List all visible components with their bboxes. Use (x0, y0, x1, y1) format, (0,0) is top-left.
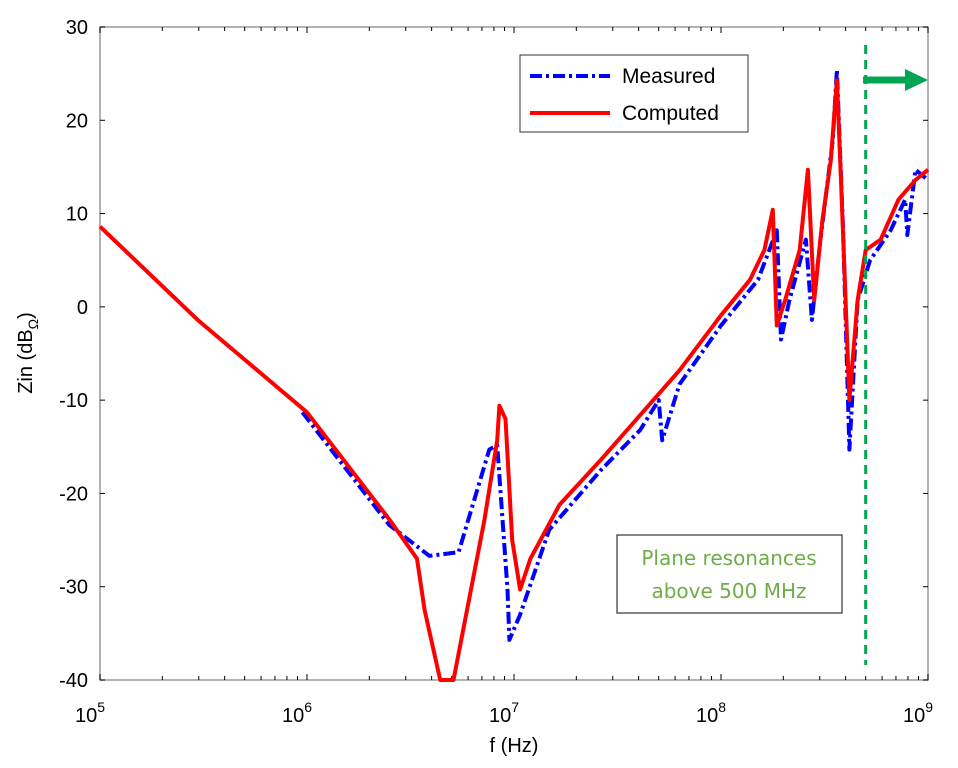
x-axis-label: f (Hz) (490, 735, 539, 757)
x-tick-label: 107 (489, 699, 519, 727)
legend-computed-label: Computed (622, 102, 719, 125)
right-arrow-icon (863, 69, 928, 91)
x-tick-label: 108 (696, 699, 726, 727)
annotation-line2: above 500 MHz (651, 579, 806, 603)
x-tick-label: 106 (282, 699, 312, 727)
ticks: 30 20 10 0 -10 -20 -30 -40 105 106 107 108 109 (59, 17, 933, 727)
y-axis-label: Zin (dBΩ) (15, 312, 41, 394)
y-tick-label: 20 (66, 110, 88, 132)
y-tick-label: 10 (66, 204, 88, 226)
legend-measured-label: Measured (622, 65, 715, 88)
series-line-computed (98, 78, 930, 682)
y-tick-label: -40 (59, 670, 88, 692)
annotation-box: Plane resonances above 500 MHz (616, 534, 843, 614)
y-tick-label: -20 (59, 483, 88, 505)
x-tick-label: 109 (903, 699, 933, 727)
y-tick-label: -10 (59, 390, 88, 412)
y-tick-label: 30 (66, 17, 88, 39)
x-tick-label: 105 (75, 699, 105, 727)
y-tick-label: 0 (77, 297, 88, 319)
series-group (98, 67, 930, 682)
legend: Measured Computed (519, 54, 749, 133)
annotation-line1: Plane resonances (641, 546, 816, 570)
y-tick-label: -30 (59, 577, 88, 599)
